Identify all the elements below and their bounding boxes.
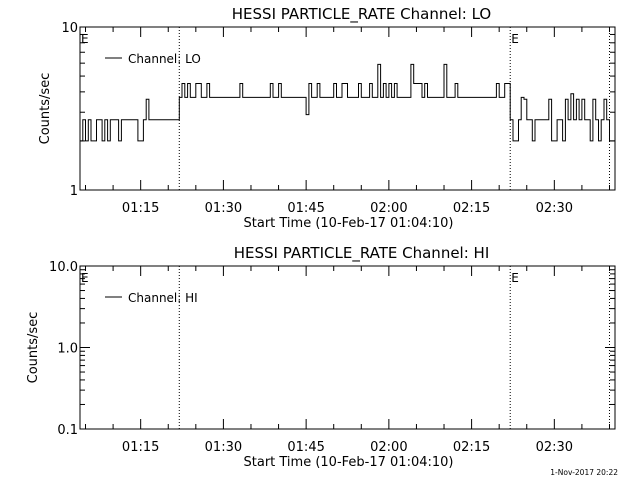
y-tick-label: 1 — [70, 184, 78, 199]
y-tick-label: 0.1 — [57, 423, 78, 438]
plot-frame — [79, 26, 616, 191]
x-tick-label: 01:30 — [205, 201, 242, 216]
x-tick-label: 01:45 — [287, 440, 324, 455]
x-tick-label: 01:45 — [287, 201, 324, 216]
x-tick-label: 02:00 — [370, 201, 407, 216]
series-line — [80, 63, 615, 142]
marker-label: E — [81, 271, 89, 285]
y-tick-label: 1.0 — [57, 342, 78, 357]
x-tick-label: 02:30 — [536, 440, 573, 455]
marker-label: E — [511, 271, 519, 285]
y-tick-label: 10 — [61, 21, 78, 36]
x-tick-label: 02:15 — [453, 440, 490, 455]
plot-timestamp: 1-Nov-2017 20:22 — [550, 468, 618, 477]
x-axis-label: Start Time (10-Feb-17 01:04:10) — [244, 455, 454, 470]
x-tick-label: 01:15 — [122, 440, 159, 455]
marker-label: E — [81, 32, 89, 46]
x-axis-label: Start Time (10-Feb-17 01:04:10) — [244, 216, 454, 231]
x-tick-label: 02:15 — [453, 201, 490, 216]
x-tick-label: 02:30 — [536, 201, 573, 216]
y-axis-label: Counts/sec — [38, 73, 53, 145]
chart-panel-2: HESSI PARTICLE_RATE Channel: HI 0.1 1.0 10.… — [26, 244, 616, 470]
legend-label: Channel: LO — [128, 52, 201, 66]
chart-title: HESSI PARTICLE_RATE Channel: HI — [234, 244, 490, 263]
chart-panel-1: HESSI PARTICLE_RATE Channel: LO 1 10 01:15 0… — [38, 5, 616, 231]
y-axis-label: Counts/sec — [26, 312, 41, 384]
marker-label: E — [511, 32, 519, 46]
y-tick-label: 10.0 — [49, 260, 78, 275]
legend-label: Channel: HI — [128, 291, 198, 305]
x-tick-label: 01:30 — [205, 440, 242, 455]
chart-title: HESSI PARTICLE_RATE Channel: LO — [232, 5, 491, 24]
x-tick-label: 02:00 — [370, 440, 407, 455]
x-tick-label: 01:15 — [122, 201, 159, 216]
